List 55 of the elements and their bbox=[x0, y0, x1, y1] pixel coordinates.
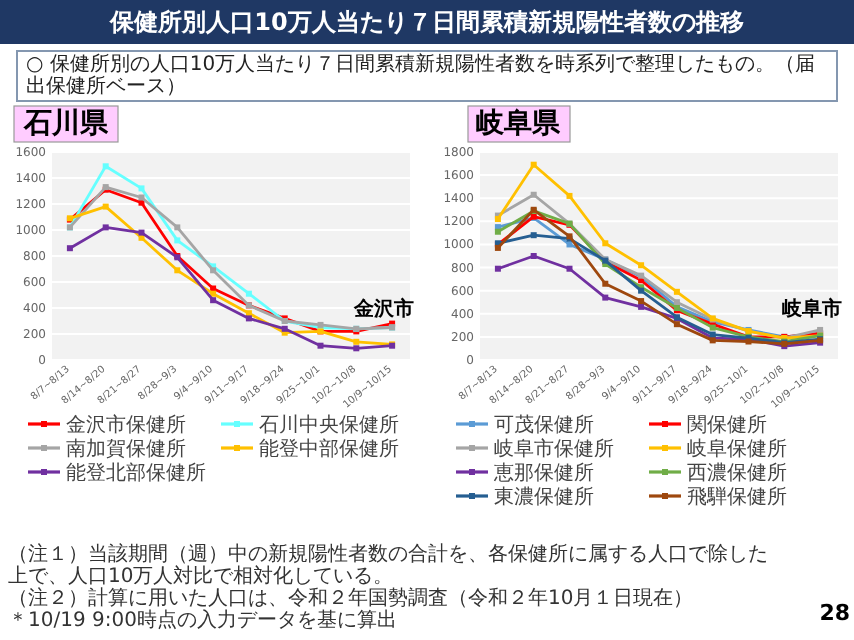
point bbox=[530, 161, 537, 168]
point bbox=[210, 297, 217, 304]
point bbox=[494, 265, 501, 272]
point bbox=[317, 342, 324, 349]
legend-label: 石川中央保健所 bbox=[259, 413, 399, 437]
chart-title: 岐阜県 bbox=[476, 108, 562, 140]
legend-label: 岐阜市保健所 bbox=[494, 437, 614, 461]
point bbox=[638, 298, 645, 305]
legend-label: 西濃保健所 bbox=[687, 461, 787, 485]
point bbox=[602, 240, 609, 247]
point bbox=[566, 265, 573, 272]
legend-label: 関保健所 bbox=[687, 413, 767, 437]
point bbox=[673, 288, 680, 295]
point bbox=[102, 224, 109, 231]
point bbox=[174, 224, 181, 231]
legend-label: 可茂保健所 bbox=[494, 413, 594, 437]
text: ＊10/19 9:00時点の入力データを基に算出 bbox=[8, 610, 399, 632]
annotation: 岐阜市 bbox=[782, 297, 842, 322]
point bbox=[66, 245, 73, 252]
legend-label: 能登中部保健所 bbox=[259, 437, 399, 461]
point bbox=[138, 185, 145, 192]
point bbox=[638, 262, 645, 269]
point bbox=[353, 338, 360, 345]
point bbox=[530, 191, 537, 198]
point bbox=[673, 321, 680, 328]
legend-label: 飛騨保健所 bbox=[687, 485, 787, 509]
point bbox=[138, 229, 145, 236]
point bbox=[138, 194, 145, 201]
point bbox=[102, 203, 109, 210]
text: ○ 保健所別の人口10万人当たり７日間累積新規陽性者数を時系列で整理したもの。（届出保健所ベース） bbox=[16, 50, 838, 102]
legend-label: 能登北部保健所 bbox=[66, 461, 206, 485]
point bbox=[602, 280, 609, 287]
text: 28 bbox=[817, 600, 850, 626]
point bbox=[210, 290, 217, 297]
point bbox=[102, 163, 109, 170]
text: 保健所別人口10万人当たり７日間累積新規陽性者数の推移 bbox=[0, 0, 854, 44]
legend-label: 南加賀保健所 bbox=[66, 437, 186, 461]
point bbox=[530, 232, 537, 239]
legend-label: 岐阜保健所 bbox=[687, 437, 787, 461]
point bbox=[245, 315, 252, 322]
point bbox=[353, 345, 360, 352]
point bbox=[566, 192, 573, 199]
legend-label: 恵那保健所 bbox=[492, 461, 594, 485]
text: （注２）計算に用いた人口は、令和２年国勢調査（令和２年10月１日現在） bbox=[8, 588, 696, 610]
point bbox=[530, 253, 537, 259]
legend-label: 東濃保健所 bbox=[494, 485, 594, 509]
point bbox=[638, 303, 645, 310]
point bbox=[174, 237, 181, 244]
chart-title: 石川県 bbox=[22, 108, 110, 140]
point bbox=[174, 267, 181, 274]
text: （注１）当該期間（週）中の新規陽性者数の合計を、各保健所に属する人口で除した上で、人口10万人対比で相対化している。 bbox=[8, 544, 768, 588]
point bbox=[602, 294, 609, 301]
annotation: 金沢市 bbox=[352, 297, 414, 322]
point bbox=[245, 290, 252, 297]
legend-label: 金沢市保健所 bbox=[66, 413, 186, 437]
